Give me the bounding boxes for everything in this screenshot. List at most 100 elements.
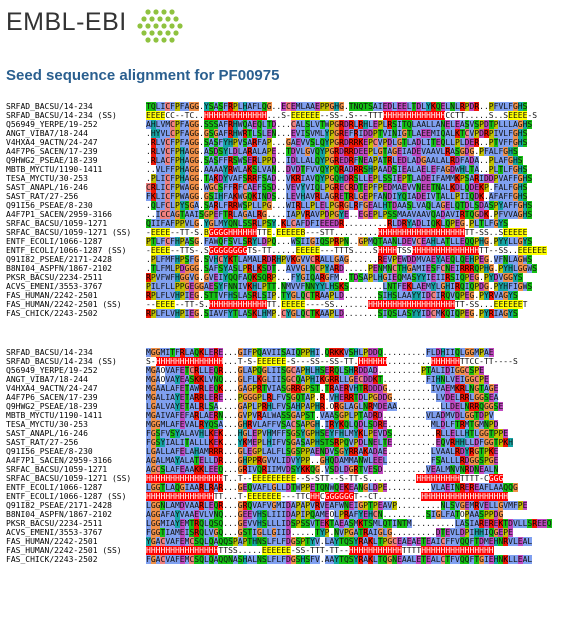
sequence-name[interactable]: Q91I82_PSEAE/2171-2428 <box>6 501 112 510</box>
embl-ebi-logo-text[interactable]: EMBL-EBI <box>6 8 127 36</box>
alignment-row: A4F7P6_SACEN/17-239 .RLVCFPHAGG.ASDSYLDLA… <box>6 147 581 156</box>
sequence-name[interactable]: B8NI04_ASPFN/1867-2102 <box>6 264 112 273</box>
sequence-name[interactable]: TESA_MYCTU/30-253 <box>6 174 88 183</box>
sequence-residues: LGGTLAQGIAARLRAR...GEQVAFLGLLDTWPPETQNWQ… <box>146 483 518 492</box>
sequence-name[interactable]: V4HXA4_9ACTN/24-247 <box>6 138 98 147</box>
sequence-name[interactable]: B8NI04_ASPFN/1867-2102 <box>6 510 112 519</box>
alignment-row: Q9HWG2_PSEAE/18-239 .RLACFPHAGG.SASFFRSWS… <box>6 156 581 165</box>
sequence-residues: HHHHHHHHHHHHHHHHT..T--EEEEEEEEE--S-STT--… <box>146 474 504 483</box>
sequence-residues: QIIFAFPPVLG.YGLMYQNLSSRLPSY.KLCAFDFIEEED… <box>146 219 509 228</box>
sequence-name[interactable]: Q91I56_PSEAE/8-230 <box>6 447 93 456</box>
sequence-name[interactable]: MBTB_MYCTU/1190-1411 <box>6 411 103 420</box>
sequence-name[interactable]: SAST_RAT/27-256 <box>6 192 79 201</box>
sequence-name[interactable]: FAS_CHICK/2243-2502 <box>6 309 98 318</box>
sequence-name[interactable]: Q56949_YERPE/19-252 <box>6 120 98 129</box>
sequence-name[interactable]: Q56949_YERPE/19-252 <box>6 366 98 375</box>
page-title: Seed sequence alignment for PF00975 <box>6 67 280 84</box>
sequence-residues: .RLVCFPFAGG.SASFYHPVSARFAP...GAEVVSLQYPG… <box>146 138 528 147</box>
sequence-residues: FGACVAFEMCSQLQAQQNASHALNSLFLFDGSHSFV.AAY… <box>146 555 533 564</box>
sequence-residues: HHHHHHHHHHHHHHTT...T-EEEEEEE---TTCHHCGGG… <box>146 492 509 501</box>
sequence-residues: .RLACFPHAGG.SASFFRSWSERLPPD..IDLLALQYPGR… <box>146 156 523 165</box>
sequence-residues: RPVFWFHGGVG.GVEIYQQFAQKSQRP...FYGIQARGFM… <box>146 273 523 282</box>
sequence-name[interactable]: V4HXA4_9ACTN/24-247 <box>6 384 98 393</box>
sequence-name[interactable]: A4F7P6_SACEN/17-239 <box>6 147 98 156</box>
sequence-residues: .QLFCLPYSGA.SARLFRRWSPLLPG...WIRLLPLELPG… <box>146 201 533 210</box>
sequence-name[interactable]: ANGT_VIBA7/18-244 <box>6 375 88 384</box>
sequence-name[interactable]: SRFAC_BACSU/1059-1271 <box>6 465 108 474</box>
sequence-name[interactable]: Q9HWG2_PSEAE/18-239 <box>6 402 98 411</box>
alignment-row: V4HXA4_9ACTN/24-247 .RLVCFPFAGG.SASFYHPVS… <box>6 138 581 147</box>
alignment-row: SRFAC_BACSU/1059-1271 (SS) -EEEE--TT-S.BG… <box>6 228 581 237</box>
sequence-residues: .HYVLCPFAGG.GSGAFRHWRTLSLEN...EVISVMLYPG… <box>146 129 528 138</box>
sequence-residues: RPLFLVHPIEG.SIAVFYTLASKLHMP.CYGLQCTKAAPL… <box>146 309 518 318</box>
sequence-name[interactable]: SAST_RAT/27-256 <box>6 438 79 447</box>
sequence-residues: MGGMLAFEVALRYQSA...GHRVLAFFVSACSAPGH.IRY… <box>146 420 499 429</box>
sequence-name[interactable]: ACVS_EMENI/3553-3767 <box>6 528 103 537</box>
sequence-name[interactable]: ENTF_ECOLI/1066-1287 (SS) <box>6 246 127 255</box>
sequence-name[interactable]: SRFAC_BACSU/1059-1271 <box>6 219 108 228</box>
sequence-residues: .TLFMLPDGGG.SAFSYASLPRLKSDT..AVVGLNCPYAR… <box>146 264 538 273</box>
sequence-residues: --EEEE--TT-S.HHHHHHHHHHHHTT.EEEEE----SS.… <box>146 300 528 309</box>
alignment-row: SRFAC_BACSU/1059-1271 (SS) HHHHHHHHHHHHHH… <box>6 474 581 483</box>
sequence-name[interactable]: Q9HWG2_PSEAE/18-239 <box>6 156 98 165</box>
alignment-row: FAS_HUMAN/2242-2501 YGACVAFEMCSQLQAQQSPAP… <box>6 537 581 546</box>
sequence-residues: MGAIVAFEFARLAERN...GVPVRALWASSGAPST.VAAS… <box>146 411 494 420</box>
alignment-row: SAST_ANAPL/16-246 FGSFVSYALAVHLKEK...HGLE… <box>6 429 581 438</box>
alignment-row: TESA_MYCTU/30-253 MGGMLAFEVALRYQSA...GHRV… <box>6 420 581 429</box>
sequence-residues: FGSFVSYALAVHLKEK...HGLEPVHMFFSGSYGPHSEYF… <box>146 429 509 438</box>
alignment-row: PKSR_BACSU/2234-2511 RPVFWFHGGVG.GVEIYQQF… <box>6 273 581 282</box>
sequence-name[interactable]: FAS_CHICK/2243-2502 <box>6 555 98 564</box>
sequence-residues: LGGMIAYEMTRQLQSQ...GEVVHSLLLIDSPSSVTEKTA… <box>146 519 552 528</box>
alignment-row: FAS_HUMAN/2242-2501 (SS) --EEEE--TT-S.HHH… <box>6 300 581 309</box>
sequence-name[interactable]: FAS_HUMAN/2242-2501 (SS) <box>6 300 122 309</box>
sequence-name[interactable]: SRFAC_BACSU/1059-1271 (SS) <box>6 474 132 483</box>
sequence-residues: MGGMITFRLAQKLERE...GIFPQAVIISAIQPPHI.QRK… <box>146 348 494 357</box>
alignment-row: ANGT_VIBA7/18-244 MGAOVAYEASKKLVNQ...GLFL… <box>6 375 581 384</box>
sequence-name[interactable]: FAS_HUMAN/2242-2501 <box>6 537 98 546</box>
sequence-residues: MGALIAYETARRLERE...PGGGPLRLFVSGQTAP.R.VH… <box>146 393 499 402</box>
sequence-name[interactable]: MBTB_MYCTU/1190-1411 <box>6 165 103 174</box>
sequence-name[interactable]: SAST_ANAPL/16-246 <box>6 183 88 192</box>
sequence-name[interactable]: TESA_MYCTU/30-253 <box>6 420 88 429</box>
sequence-residues: FGGTIAMEISRQLVGQ...GSTIGLLGIID.....TYP.N… <box>146 528 513 537</box>
alignment-row: Q56949_YERPE/19-252 MGAOVAFETCRLLEQR...GL… <box>6 366 581 375</box>
sequence-name[interactable]: FAS_HUMAN/2242-2501 <box>6 291 98 300</box>
alignment-row: SAST_ANAPL/16-246 CRLICFPWAGG.WGCSFFRFCAE… <box>6 183 581 192</box>
alignment-row: ENTF_ECOLI/1066-1287 PTLFCFHPASG.FAWQFSVL… <box>6 237 581 246</box>
sequence-name[interactable]: SRFAD_BACSU/14-234 <box>6 348 93 357</box>
alignment-row: MBTB_MYCTU/1190-1411 ..VLFFPHAGG.AAAAYRWL… <box>6 165 581 174</box>
sequence-name[interactable]: A4F7P1_SACEN/2959-3166 <box>6 210 112 219</box>
sequence-residues: FKLICFPWAGG.GSIHFAKWGQKINDS..LEVHAVRLAGR… <box>146 192 528 201</box>
alignment-row: A4F7P1_SACEN/2959-3166 ..ICCAGTAAISGPEFTR… <box>6 210 581 219</box>
alignment-row: SRFAD_BACSU/14-234 MGGMITFRLAQKLERE...GIF… <box>6 348 581 357</box>
sequence-residues: ..VLFFPHAGG.AAAAYRWLAKSLVAN..DVDTFVVQYPQ… <box>146 165 528 174</box>
sequence-residues: PILFLLPPGEGGAESYFNNIVKHLPTT.NMVVFNNYYLHS… <box>146 282 533 291</box>
sequence-residues: LGALLAFELAHAMRRR...GLEGPLALFLSGSPPAENDVS… <box>146 447 499 456</box>
sequence-name[interactable]: SAST_ANAPL/16-246 <box>6 429 88 438</box>
sequence-name[interactable]: ACVS_EMENI/3553-3767 <box>6 282 103 291</box>
sequence-name[interactable]: FAS_HUMAN/2242-2501 (SS) <box>6 546 122 555</box>
sequence-residues: .PLICFPHAGG.TAKDYVAFSRRFSAD..VKRIAVQYPGQ… <box>146 174 533 183</box>
sequence-residues: MGAALAFETAWRLEQK...GAGPRTVIASGRRGPST.TRA… <box>146 384 499 393</box>
sequence-name[interactable]: PKSR_BACSU/2234-2511 <box>6 519 103 528</box>
sequence-name[interactable]: Q91I56_PSEAE/8-230 <box>6 201 93 210</box>
alignment-row: ANGT_VIBA7/18-244 .HYVLCPFAGG.GSGAFRHWRTL… <box>6 129 581 138</box>
sequence-name[interactable]: A4F7P6_SACEN/17-239 <box>6 393 98 402</box>
alignment-row: ENTF_ECOLI/1066-1287 (SS) HHHHHHHHHHHHHHT… <box>6 492 581 501</box>
sequence-name[interactable]: SRFAD_BACSU/14-234 (SS) <box>6 111 117 120</box>
sequence-name[interactable]: ANGT_VIBA7/18-244 <box>6 129 88 138</box>
embl-ebi-logo-icon[interactable] <box>134 6 194 48</box>
sequence-name[interactable]: SRFAD_BACSU/14-234 (SS) <box>6 357 117 366</box>
sequence-name[interactable]: PKSR_BACSU/2234-2511 <box>6 273 103 282</box>
alignment-row: FAS_HUMAN/2242-2501 (SS) HHHHHHHHHHHHHHHT… <box>6 546 581 555</box>
alignment-row: ACVS_EMENI/3553-3767 FGGTIAMEISRQLVGQ...G… <box>6 528 581 537</box>
sequence-name[interactable]: Q91I82_PSEAE/2171-2428 <box>6 255 112 264</box>
sequence-name[interactable]: ENTF_ECOLI/1066-1287 <box>6 483 103 492</box>
sequence-name[interactable]: SRFAC_BACSU/1059-1271 (SS) <box>6 228 132 237</box>
sequence-name[interactable]: A4F7P1_SACEN/2959-3166 <box>6 456 112 465</box>
sequence-name[interactable]: ENTF_ECOLI/1066-1287 (SS) <box>6 492 127 501</box>
sequence-name[interactable]: SRFAD_BACSU/14-234 <box>6 102 93 111</box>
sequence-name[interactable]: ENTF_ECOLI/1066-1287 <box>6 237 103 246</box>
alignment-row: SAST_RAT/27-256 FKLICFPWAGG.GSIHFAKWGQKIN… <box>6 192 581 201</box>
alignment-row: SRFAD_BACSU/14-234 (SS) S-HHHHHHHHHHHHHH.… <box>6 357 581 366</box>
